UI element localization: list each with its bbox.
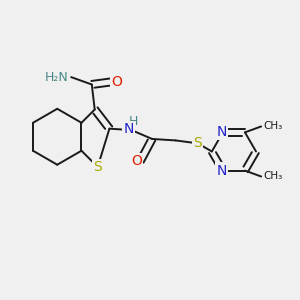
Text: CH₃: CH₃ bbox=[263, 122, 283, 131]
Text: N: N bbox=[216, 125, 226, 139]
Text: H₂N: H₂N bbox=[44, 70, 68, 84]
Text: CH₃: CH₃ bbox=[263, 172, 283, 182]
Text: S: S bbox=[194, 136, 202, 150]
Text: O: O bbox=[131, 154, 142, 168]
Text: H: H bbox=[128, 116, 138, 128]
Text: N: N bbox=[216, 164, 226, 178]
Text: N: N bbox=[123, 122, 134, 136]
Text: S: S bbox=[93, 160, 102, 174]
Text: O: O bbox=[111, 74, 122, 88]
